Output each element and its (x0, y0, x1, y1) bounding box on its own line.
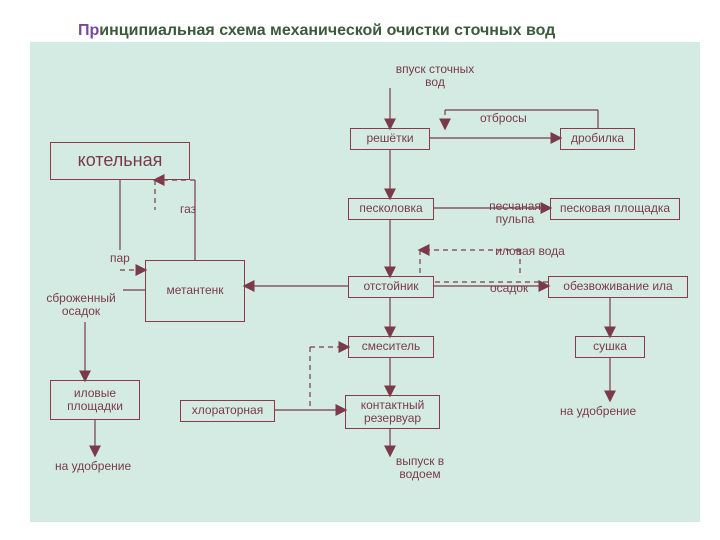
label-otbrosy: отбросы (480, 112, 527, 125)
node-otstoynik: отстойник (348, 276, 434, 298)
node-peskovaya: песковая площадка (550, 198, 680, 220)
label-vpusk: впуск сточныхвод (380, 63, 490, 89)
node-reshetki: решётки (350, 128, 430, 150)
node-obezvozh: обезвоживание ила (548, 276, 688, 298)
title-accent: Пр (78, 22, 99, 39)
node-hlorator: хлораторная (180, 400, 275, 422)
label-ilovaya_voda: иловая вода (480, 245, 580, 258)
label-osadok: осадок (490, 282, 528, 295)
node-sbrozh: сброженныйосадок (38, 288, 124, 322)
label-na_udobr_left: на удобрение (55, 460, 131, 473)
node-drobilka: дробилка (560, 128, 635, 150)
label-peschanaya: песчанаяпульпа (480, 200, 550, 226)
label-vypusk: выпуск вводоем (380, 455, 460, 481)
label-gaz: газ (180, 203, 196, 216)
node-sushka: сушка (575, 336, 645, 358)
diagram-title: Принципиальная схема механической очистк… (78, 22, 555, 40)
node-smesitel: смеситель (348, 336, 434, 358)
node-ilovye: иловыеплощадки (50, 380, 140, 420)
node-metantenk: метантенк (145, 260, 245, 322)
label-na_udobr_right: на удобрение (560, 405, 636, 418)
label-par: пар (110, 252, 130, 265)
node-kontakt: контактныйрезервуар (345, 395, 440, 429)
diagram-canvas: Принципиальная схема механической очистк… (0, 0, 720, 540)
node-peskolovka: песколовка (348, 198, 434, 220)
node-kotelnaya: котельная (50, 142, 190, 180)
title-rest: инципиальная схема механической очистки … (99, 22, 555, 39)
